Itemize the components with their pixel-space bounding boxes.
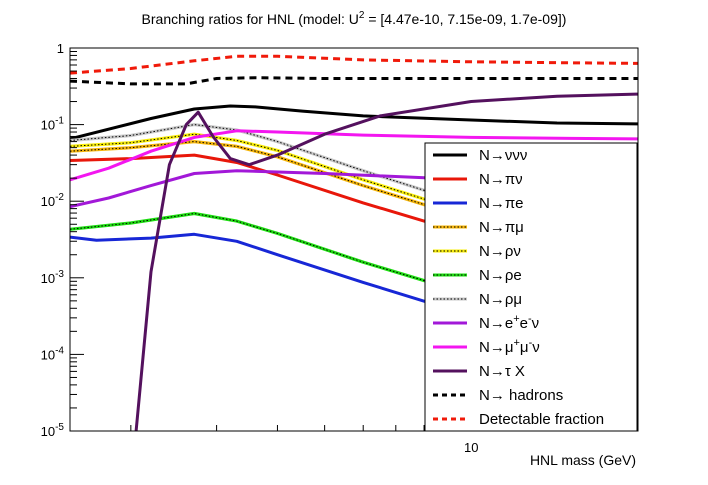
legend-label: N→ρν — [479, 243, 521, 260]
series-10-n-hadrons-line — [70, 76, 638, 86]
plot-frame — [69, 47, 639, 432]
legend-label: N→τ X — [479, 363, 525, 380]
legend-label: Detectable fraction — [479, 411, 604, 428]
legend-label: N→ hadrons — [479, 387, 563, 404]
legend: N→ννν N→πν N→πe N→πμ N→ρν N→ρe N→ρμ N→e+e-ν N→μ+… — [424, 142, 638, 432]
series-11-detectable-fraction-line — [70, 54, 638, 75]
title-prefix: Branching ratios for HNL (model: U — [142, 11, 359, 27]
title-suffix: = [4.47e-10, 7.15e-09, 1.7e-09]) — [364, 11, 566, 27]
y-tick-label: 10-3 — [41, 269, 65, 286]
legend-label: N→πe — [479, 195, 524, 212]
y-tick-label: 10-5 — [41, 422, 65, 439]
x-tick-label: 10 — [464, 440, 478, 455]
legend-box — [424, 142, 638, 432]
title-superscript: 2 — [359, 10, 365, 21]
legend-label: N→ννν — [479, 147, 527, 164]
legend-label: N→μ+μ-ν — [479, 337, 540, 356]
y-tick-label: 10-1 — [41, 116, 65, 133]
legend-label: N→ρe — [479, 267, 522, 284]
series-0-n-line — [70, 104, 638, 141]
y-tick-label: 10-2 — [41, 192, 65, 209]
legend-label: N→e+e-ν — [479, 313, 539, 332]
x-axis-label: HNL mass (GeV) — [530, 452, 636, 468]
series-8-n-line — [70, 129, 638, 182]
legend-label: N→ρμ — [479, 291, 522, 308]
axes-layer: 1 10-1 10-2 10-3 10-4 10-5 10 — [41, 41, 619, 455]
legend-label: N→πν — [479, 171, 523, 188]
legend-label: N→πμ — [479, 219, 524, 236]
chart-title: Branching ratios for HNL (model: U2 = [4… — [142, 10, 567, 27]
series-9-n-x-line — [134, 92, 638, 431]
series-6-n-dotted-overlay — [70, 124, 638, 259]
y-tick-label: 1 — [57, 41, 64, 56]
y-tick-label: 10-4 — [41, 345, 65, 362]
